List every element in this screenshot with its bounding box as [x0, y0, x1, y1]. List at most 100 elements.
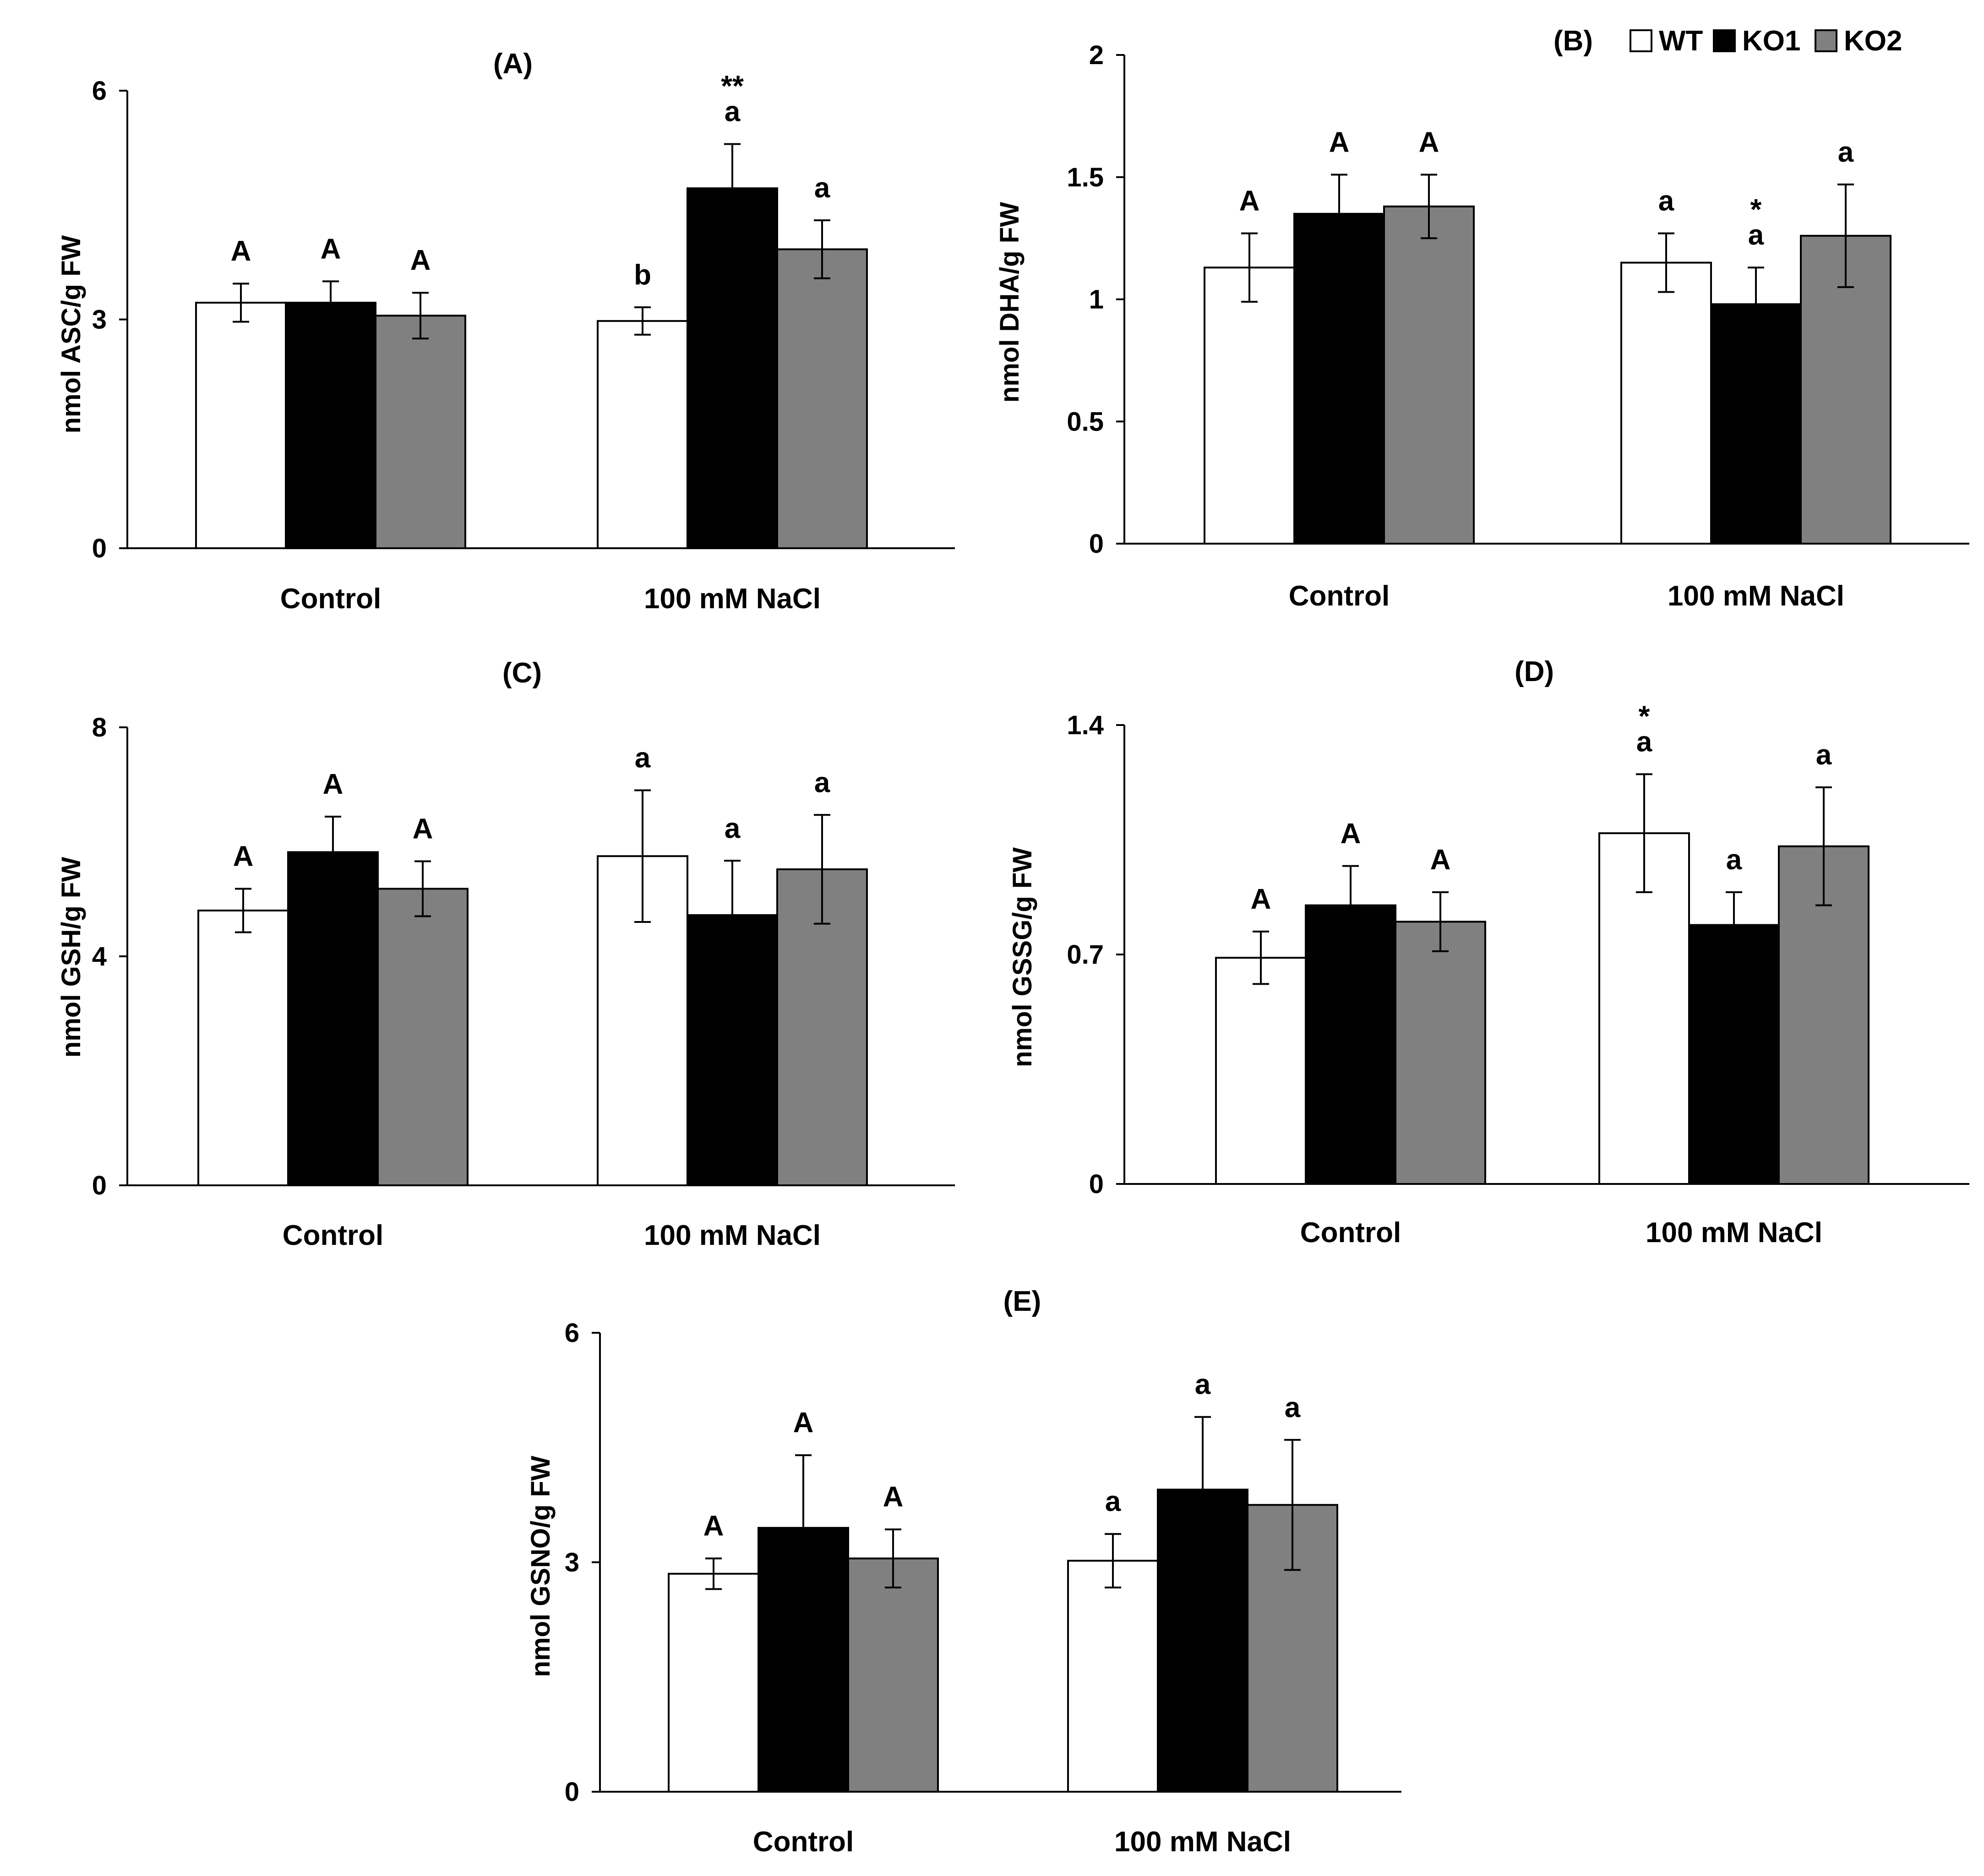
bar-ko1-nacl	[687, 187, 778, 549]
y-tick-label: 1.4	[1067, 710, 1104, 740]
legend-swatch	[1713, 29, 1736, 52]
y-tick-label: 6	[565, 1318, 579, 1348]
group-letter: A	[410, 245, 431, 276]
group-letter: a	[814, 172, 830, 204]
group-letter: A	[1239, 185, 1260, 217]
group-letter: a	[1105, 1486, 1121, 1517]
group-letter: A	[231, 235, 251, 267]
x-category-label: 100 mM NaCl	[644, 1220, 821, 1251]
x-category-label: 100 mM NaCl	[1646, 1217, 1822, 1249]
y-tick-label: 0	[565, 1777, 579, 1807]
bar-ko1-nacl	[1688, 924, 1780, 1185]
group-letter: A	[703, 1511, 724, 1542]
bar-ko1-nacl	[1710, 303, 1802, 545]
bar-ko1-control	[1293, 213, 1385, 545]
x-category-label: Control	[753, 1826, 854, 1858]
group-letter: a	[1838, 136, 1854, 168]
bar-wt-nacl	[1067, 1560, 1159, 1793]
group-letter: A	[1430, 844, 1451, 876]
bar-ko2-nacl	[776, 248, 868, 549]
group-letter: A	[1251, 883, 1271, 915]
y-tick-label: 0	[92, 534, 107, 563]
y-tick-label: 3	[92, 305, 107, 335]
legend-item-wt: WT	[1630, 25, 1703, 57]
group-letter: A	[321, 233, 341, 265]
legend-swatch	[1630, 29, 1652, 52]
group-letter: A	[1419, 126, 1439, 158]
legend: WT KO1 KO2	[1630, 25, 1902, 57]
bar-ko2-nacl	[776, 868, 868, 1186]
y-tick-label: 2	[1089, 40, 1104, 70]
panel-title: (D)	[1515, 656, 1554, 687]
y-tick-label: 8	[92, 713, 107, 742]
bar-ko2-control	[1395, 921, 1486, 1185]
bar-wt-control	[1204, 267, 1295, 545]
group-letter: a	[814, 767, 830, 798]
chart-panel-5: (E) nmol GSNO/g FW 0 3 6 A A A Control a a a 100 mM …	[526, 1286, 1401, 1858]
group-letter: A	[413, 813, 433, 845]
bar-wt-control	[1215, 957, 1307, 1185]
group-letter: A	[1329, 126, 1350, 158]
bar-ko2-control	[375, 315, 466, 549]
x-category-label: 100 mM NaCl	[1668, 580, 1844, 612]
group-letter: A	[793, 1407, 814, 1439]
y-axis-label: nmol GSH/g FW	[56, 857, 86, 1058]
bar-ko1-control	[287, 851, 379, 1186]
x-category-label: Control	[283, 1220, 383, 1251]
panel-title: (B)	[1553, 25, 1593, 57]
panel-title: (A)	[493, 48, 533, 80]
group-letter: A	[1341, 818, 1361, 850]
x-category-label: Control	[1289, 580, 1390, 612]
group-letter: a	[1748, 219, 1764, 251]
group-letter: A	[323, 769, 343, 800]
legend-label: WT	[1659, 25, 1703, 57]
y-tick-label: 1	[1089, 285, 1104, 315]
y-tick-label: 0.5	[1067, 407, 1104, 436]
group-letter: b	[634, 259, 651, 291]
bar-wt-control	[197, 910, 289, 1186]
y-tick-label: 1.5	[1067, 163, 1104, 192]
y-axis-label: nmol GSNO/g FW	[526, 1456, 556, 1677]
panel-title: (C)	[502, 657, 542, 689]
bar-wt-control	[195, 301, 287, 549]
x-category-label: 100 mM NaCl	[644, 583, 821, 615]
y-axis-label: nmol ASC/g FW	[56, 235, 86, 433]
group-letter: a	[725, 96, 741, 128]
bar-wt-control	[668, 1573, 759, 1793]
legend-swatch	[1815, 29, 1837, 52]
bar-ko2-control	[1383, 205, 1475, 545]
group-letter: a	[1816, 739, 1832, 771]
y-tick-label: 4	[92, 942, 107, 971]
group-letter: A	[883, 1481, 904, 1513]
legend-label: KO1	[1742, 25, 1800, 57]
legend-item-ko1: KO1	[1713, 25, 1800, 57]
significance-marker: *	[1639, 699, 1650, 732]
y-axis-label: nmol DHA/g FW	[995, 202, 1025, 403]
bar-ko2-control	[847, 1557, 939, 1793]
chart-panel-4: (D)nmol GSSG/g FW00.71.4AAAControla*aa10…	[1008, 656, 1969, 1249]
group-letter: a	[1285, 1392, 1301, 1423]
group-letter: a	[1726, 844, 1742, 876]
group-letter: a	[1636, 726, 1652, 758]
bar-wt-nacl	[597, 320, 688, 550]
bar-ko1-control	[1305, 904, 1396, 1185]
y-tick-label: 6	[92, 76, 107, 106]
y-tick-label: 0	[92, 1171, 107, 1200]
bar-wt-nacl	[1620, 262, 1712, 545]
group-letter: a	[725, 813, 741, 844]
group-letter: a	[1195, 1369, 1211, 1401]
chart-panel-3: (C) nmol GSH/g FW 0 4 8 A A A Control a a a 100 mM N…	[56, 657, 955, 1251]
group-letter: a	[635, 742, 651, 774]
y-axis-label: nmol GSSG/g FW	[1008, 847, 1037, 1067]
bar-ko1-control	[285, 301, 376, 549]
y-tick-label: 3	[565, 1548, 579, 1577]
y-tick-label: 0.7	[1067, 940, 1104, 970]
x-category-label: Control	[1300, 1217, 1401, 1249]
group-letter: A	[233, 841, 254, 873]
significance-marker: **	[721, 70, 744, 103]
x-category-label: 100 mM NaCl	[1114, 1826, 1291, 1858]
bar-ko2-control	[377, 888, 469, 1186]
